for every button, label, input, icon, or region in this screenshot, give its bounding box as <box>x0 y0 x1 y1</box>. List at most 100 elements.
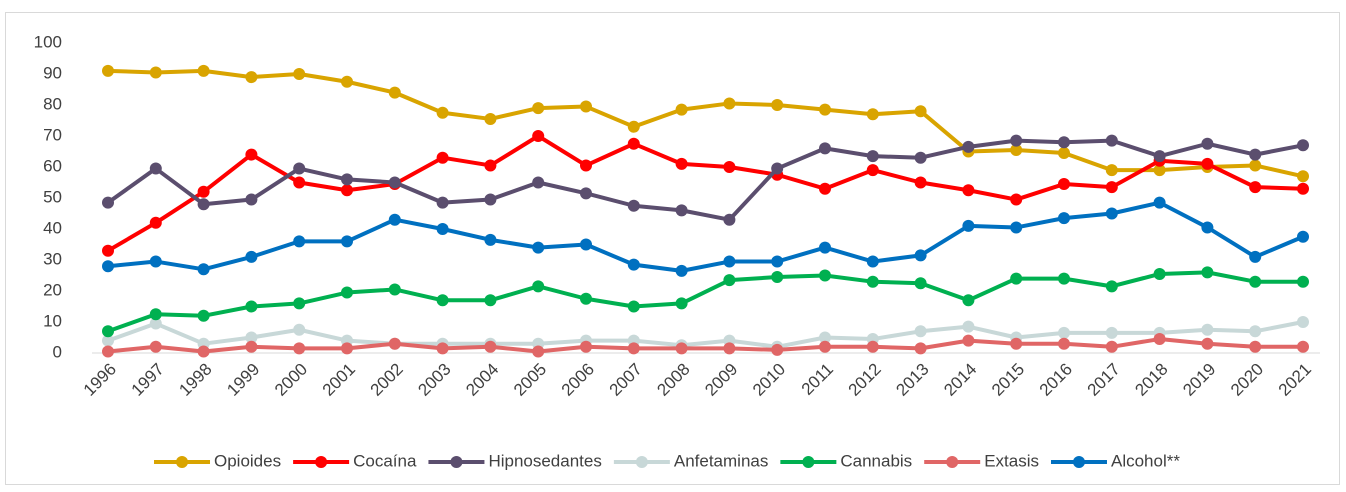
data-point <box>1249 148 1262 161</box>
data-point <box>1297 170 1309 183</box>
data-point <box>341 184 353 197</box>
data-point <box>1297 340 1309 353</box>
data-point <box>436 294 449 307</box>
data-point <box>675 204 688 217</box>
data-point <box>532 176 545 189</box>
data-point <box>102 260 114 273</box>
data-point <box>149 162 162 175</box>
data-point <box>771 99 784 111</box>
data-point <box>675 103 688 116</box>
data-point <box>627 258 640 271</box>
x-tick-label: 2010 <box>749 360 789 400</box>
legend-label: Anfetaminas <box>674 451 769 470</box>
data-point <box>866 340 879 353</box>
data-point <box>197 64 210 77</box>
data-point <box>914 105 927 118</box>
data-point <box>962 334 975 347</box>
data-point <box>866 275 879 288</box>
data-point <box>484 112 497 125</box>
data-point <box>675 297 688 310</box>
data-point <box>341 286 353 299</box>
x-tick-label: 2013 <box>892 360 932 400</box>
x-tick-label: 2015 <box>988 360 1028 400</box>
legend-label: Extasis <box>984 451 1039 470</box>
data-point <box>436 342 449 355</box>
data-point <box>580 340 592 353</box>
x-tick-label: 2021 <box>1275 360 1315 400</box>
data-point <box>914 151 927 164</box>
data-point <box>197 185 210 198</box>
legend-marker <box>1072 456 1085 468</box>
data-point <box>1058 178 1070 191</box>
data-point <box>819 241 831 254</box>
data-point <box>723 342 736 355</box>
legend-marker <box>946 456 959 468</box>
y-tick-label: 70 <box>43 125 62 144</box>
data-point <box>1153 150 1166 163</box>
data-point <box>197 198 210 211</box>
data-point <box>723 161 736 173</box>
data-point <box>914 176 927 189</box>
data-point <box>771 255 784 268</box>
data-point <box>1105 164 1118 177</box>
x-tick-label: 2001 <box>319 360 359 400</box>
data-point <box>1058 147 1070 160</box>
data-point <box>627 300 640 313</box>
data-point <box>102 64 114 77</box>
data-point <box>819 142 831 155</box>
data-point <box>102 244 114 257</box>
data-point <box>293 162 306 175</box>
data-point <box>771 162 784 175</box>
data-point <box>149 216 162 229</box>
data-point <box>293 297 306 310</box>
data-point <box>245 300 258 313</box>
data-point <box>1153 333 1166 346</box>
data-point <box>1153 196 1166 209</box>
data-point <box>436 196 449 209</box>
data-point <box>388 176 401 189</box>
data-point <box>1153 164 1166 177</box>
y-tick-label: 40 <box>43 218 62 237</box>
data-point <box>388 213 401 226</box>
data-point <box>102 196 114 209</box>
x-tick-label: 2003 <box>414 360 454 400</box>
data-point <box>341 235 353 248</box>
data-point <box>1297 230 1309 243</box>
y-tick-label: 10 <box>43 311 62 330</box>
data-point <box>1297 275 1309 288</box>
data-point <box>532 241 545 254</box>
x-tick-label: 2014 <box>940 360 980 400</box>
data-point <box>102 334 114 347</box>
series-line <box>107 68 1304 179</box>
data-point <box>484 193 497 206</box>
x-tick-label: 2012 <box>845 360 885 400</box>
data-point <box>771 343 784 356</box>
data-point <box>484 340 497 353</box>
y-tick-label: 0 <box>53 342 62 361</box>
data-point <box>149 340 162 353</box>
data-point <box>1201 337 1214 350</box>
data-point <box>1010 272 1023 285</box>
data-point <box>102 345 114 358</box>
data-point <box>1249 325 1262 338</box>
data-point <box>627 199 640 212</box>
legend-marker <box>635 456 648 468</box>
chart-border <box>5 12 1340 485</box>
data-point <box>771 271 784 284</box>
data-point <box>723 97 736 110</box>
data-point <box>1105 207 1118 220</box>
data-point <box>914 249 927 262</box>
series-line <box>107 320 1304 349</box>
data-point <box>675 342 688 355</box>
data-point <box>1249 340 1262 353</box>
data-point <box>723 213 736 226</box>
data-point <box>293 235 306 248</box>
x-tick-label: 2011 <box>798 360 837 399</box>
data-point <box>245 148 258 161</box>
x-tick-label: 2000 <box>271 360 311 400</box>
data-point <box>866 255 879 268</box>
data-point <box>1297 182 1309 195</box>
data-point <box>819 103 831 116</box>
data-point <box>388 337 401 350</box>
